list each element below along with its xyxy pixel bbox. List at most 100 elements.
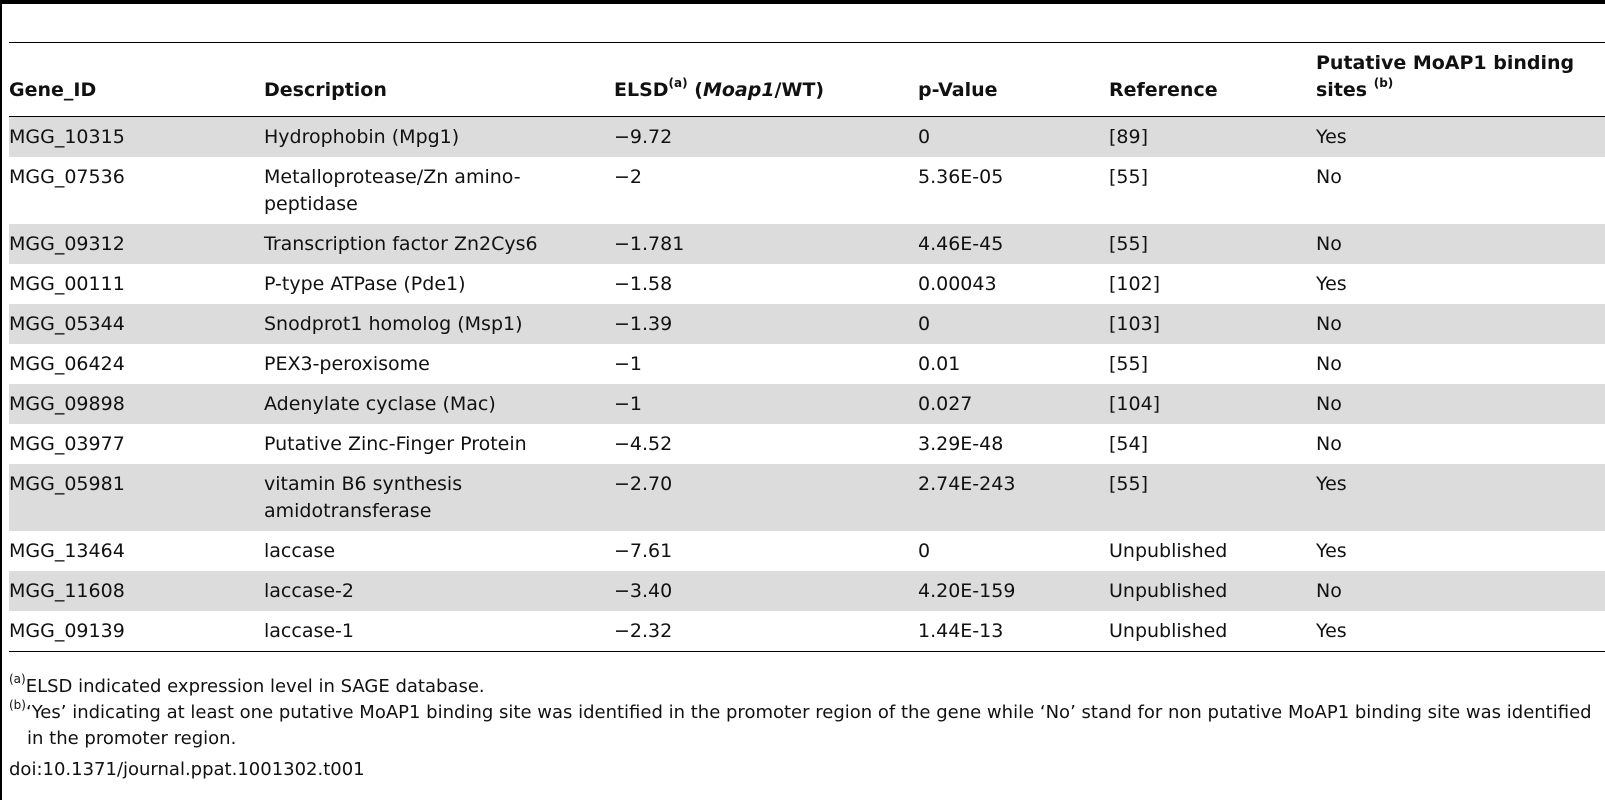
cell-elsd: −1.39	[614, 313, 673, 335]
cell-elsd: −1.58	[614, 273, 673, 295]
cell-reference: [55]	[1109, 473, 1149, 495]
col-header-gene-id: Gene_ID	[9, 79, 97, 101]
cell-reference: [89]	[1109, 126, 1149, 148]
cell-binding: No	[1316, 166, 1342, 188]
cell-pvalue: 1.44E-13	[918, 620, 1004, 642]
cell-elsd: −3.40	[614, 580, 673, 602]
table-row: MGG_00111 P-type ATPase (Pde1) −1.58 0.0004…	[9, 264, 1605, 304]
cell-gene-id: MGG_09312	[9, 233, 125, 255]
cell-binding: Yes	[1316, 540, 1347, 562]
col-header-elsd: ELSD(a) (Moap1/WT)	[614, 50, 918, 117]
cell-elsd: −2.32	[614, 620, 673, 642]
cell-elsd: −2	[614, 166, 643, 188]
cell-gene-id: MGG_13464	[9, 540, 125, 562]
table-row: MGG_13464 laccase −7.61 0 Unpublished Yes	[9, 531, 1605, 571]
cell-reference: [55]	[1109, 353, 1149, 375]
cell-gene-id: MGG_06424	[9, 353, 125, 375]
cell-description: P-type ATPase (Pde1)	[264, 273, 466, 295]
table-row: MGG_09898 Adenylate cyclase (Mac) −1 0.027 […	[9, 384, 1605, 424]
cell-pvalue: 0	[918, 540, 931, 562]
cell-pvalue: 3.29E-48	[918, 433, 1004, 455]
cell-gene-id: MGG_03977	[9, 433, 125, 455]
cell-pvalue: 0.01	[918, 353, 961, 375]
cell-description: vitamin B6 synthesis amidotransferase	[264, 473, 463, 522]
cell-description: laccase-1	[264, 620, 354, 642]
cell-pvalue: 5.36E-05	[918, 166, 1004, 188]
cell-reference: [104]	[1109, 393, 1161, 415]
cell-gene-id: MGG_05981	[9, 473, 125, 495]
table-row: MGG_03977 Putative Zinc-Finger Protein −4.…	[9, 424, 1605, 464]
cell-binding: No	[1316, 393, 1342, 415]
table-row: MGG_05981 vitamin B6 synthesis amidotrans…	[9, 464, 1605, 531]
cell-description: Metalloprotease/Zn amino-peptidase	[264, 166, 521, 215]
elsd-footnote-marker: (a)	[668, 75, 688, 90]
cell-gene-id: MGG_05344	[9, 313, 125, 335]
footnote-b-text: ‘Yes’ indicating at least one putative M…	[25, 702, 1592, 749]
col-header-description: Description	[264, 79, 387, 101]
cell-gene-id: MGG_10315	[9, 126, 125, 148]
footnote-b-marker: (b)	[9, 698, 26, 712]
cell-elsd: −2.70	[614, 473, 673, 495]
cell-elsd: −7.61	[614, 540, 673, 562]
cell-binding: No	[1316, 580, 1342, 602]
col-header-binding: Putative MoAP1 binding sites (b)	[1316, 50, 1605, 117]
cell-binding: Yes	[1316, 473, 1347, 495]
cell-elsd: −4.52	[614, 433, 673, 455]
elsd-strain: Moap1	[702, 79, 775, 101]
cell-reference: Unpublished	[1109, 580, 1228, 602]
cell-pvalue: 4.20E-159	[918, 580, 1016, 602]
doi-text: doi:10.1371/journal.ppat.1001302.t001	[9, 759, 365, 780]
cell-gene-id: MGG_11608	[9, 580, 125, 602]
footnotes: (a)ELSD indicated expression level in SA…	[9, 672, 1605, 752]
header-row: Gene_ID Description ELSD(a) (Moap1/WT) p…	[9, 50, 1605, 117]
binding-label: Putative MoAP1 binding sites	[1316, 52, 1575, 101]
elsd-paren: (	[687, 79, 703, 101]
cell-description: Snodprot1 homolog (Msp1)	[264, 313, 523, 335]
elsd-label: ELSD	[614, 79, 669, 101]
cell-description: laccase-2	[264, 580, 354, 602]
gene-table: Gene_ID Description ELSD(a) (Moap1/WT) p…	[9, 50, 1605, 652]
cell-reference: Unpublished	[1109, 620, 1228, 642]
cell-pvalue: 0.027	[918, 393, 973, 415]
table-row: MGG_06424 PEX3-peroxisome −1 0.01 [55] No	[9, 344, 1605, 384]
footnote-a-marker: (a)	[9, 672, 26, 686]
cell-description: PEX3-peroxisome	[264, 353, 430, 375]
cell-gene-id: MGG_00111	[9, 273, 125, 295]
cell-description: Hydrophobin (Mpg1)	[264, 126, 460, 148]
cell-binding: No	[1316, 353, 1342, 375]
table-body: MGG_10315 Hydrophobin (Mpg1) −9.72 0 [89] Yes…	[9, 116, 1605, 652]
cell-binding: No	[1316, 433, 1342, 455]
header-top-rule	[9, 42, 1605, 43]
cell-binding: Yes	[1316, 126, 1347, 148]
cell-gene-id: MGG_09898	[9, 393, 125, 415]
cell-reference: [102]	[1109, 273, 1161, 295]
left-border	[0, 0, 2, 800]
cell-binding: Yes	[1316, 620, 1347, 642]
col-header-pvalue: p-Value	[918, 79, 998, 101]
cell-binding: No	[1316, 313, 1342, 335]
cell-description: Putative Zinc-Finger Protein	[264, 433, 527, 455]
cell-pvalue: 0	[918, 313, 931, 335]
cell-pvalue: 0.00043	[918, 273, 997, 295]
footnote-b: (b)‘Yes’ indicating at least one putativ…	[9, 698, 1605, 752]
cell-reference: [55]	[1109, 233, 1149, 255]
cell-binding: No	[1316, 233, 1342, 255]
footnote-a: (a)ELSD indicated expression level in SA…	[9, 672, 1605, 700]
cell-binding: Yes	[1316, 273, 1347, 295]
col-header-reference: Reference	[1109, 79, 1218, 101]
table-row: MGG_10315 Hydrophobin (Mpg1) −9.72 0 [89] Yes	[9, 116, 1605, 157]
cell-pvalue: 4.46E-45	[918, 233, 1004, 255]
table-row: MGG_09139 laccase-1 −2.32 1.44E-13 Unpublish…	[9, 611, 1605, 652]
cell-pvalue: 0	[918, 126, 931, 148]
elsd-ratio: /WT)	[774, 79, 825, 101]
binding-footnote-marker: (b)	[1373, 75, 1394, 90]
cell-description: Transcription factor Zn2Cys6	[264, 233, 538, 255]
cell-gene-id: MGG_09139	[9, 620, 125, 642]
table-row: MGG_05344 Snodprot1 homolog (Msp1) −1.39 0 […	[9, 304, 1605, 344]
cell-elsd: −1.781	[614, 233, 685, 255]
cell-pvalue: 2.74E-243	[918, 473, 1016, 495]
footnote-a-text: ELSD indicated expression level in SAGE …	[25, 676, 485, 697]
cell-reference: [103]	[1109, 313, 1161, 335]
table-row: MGG_07536 Metalloprotease/Zn amino-peptid…	[9, 157, 1605, 224]
top-rule	[0, 0, 1605, 4]
